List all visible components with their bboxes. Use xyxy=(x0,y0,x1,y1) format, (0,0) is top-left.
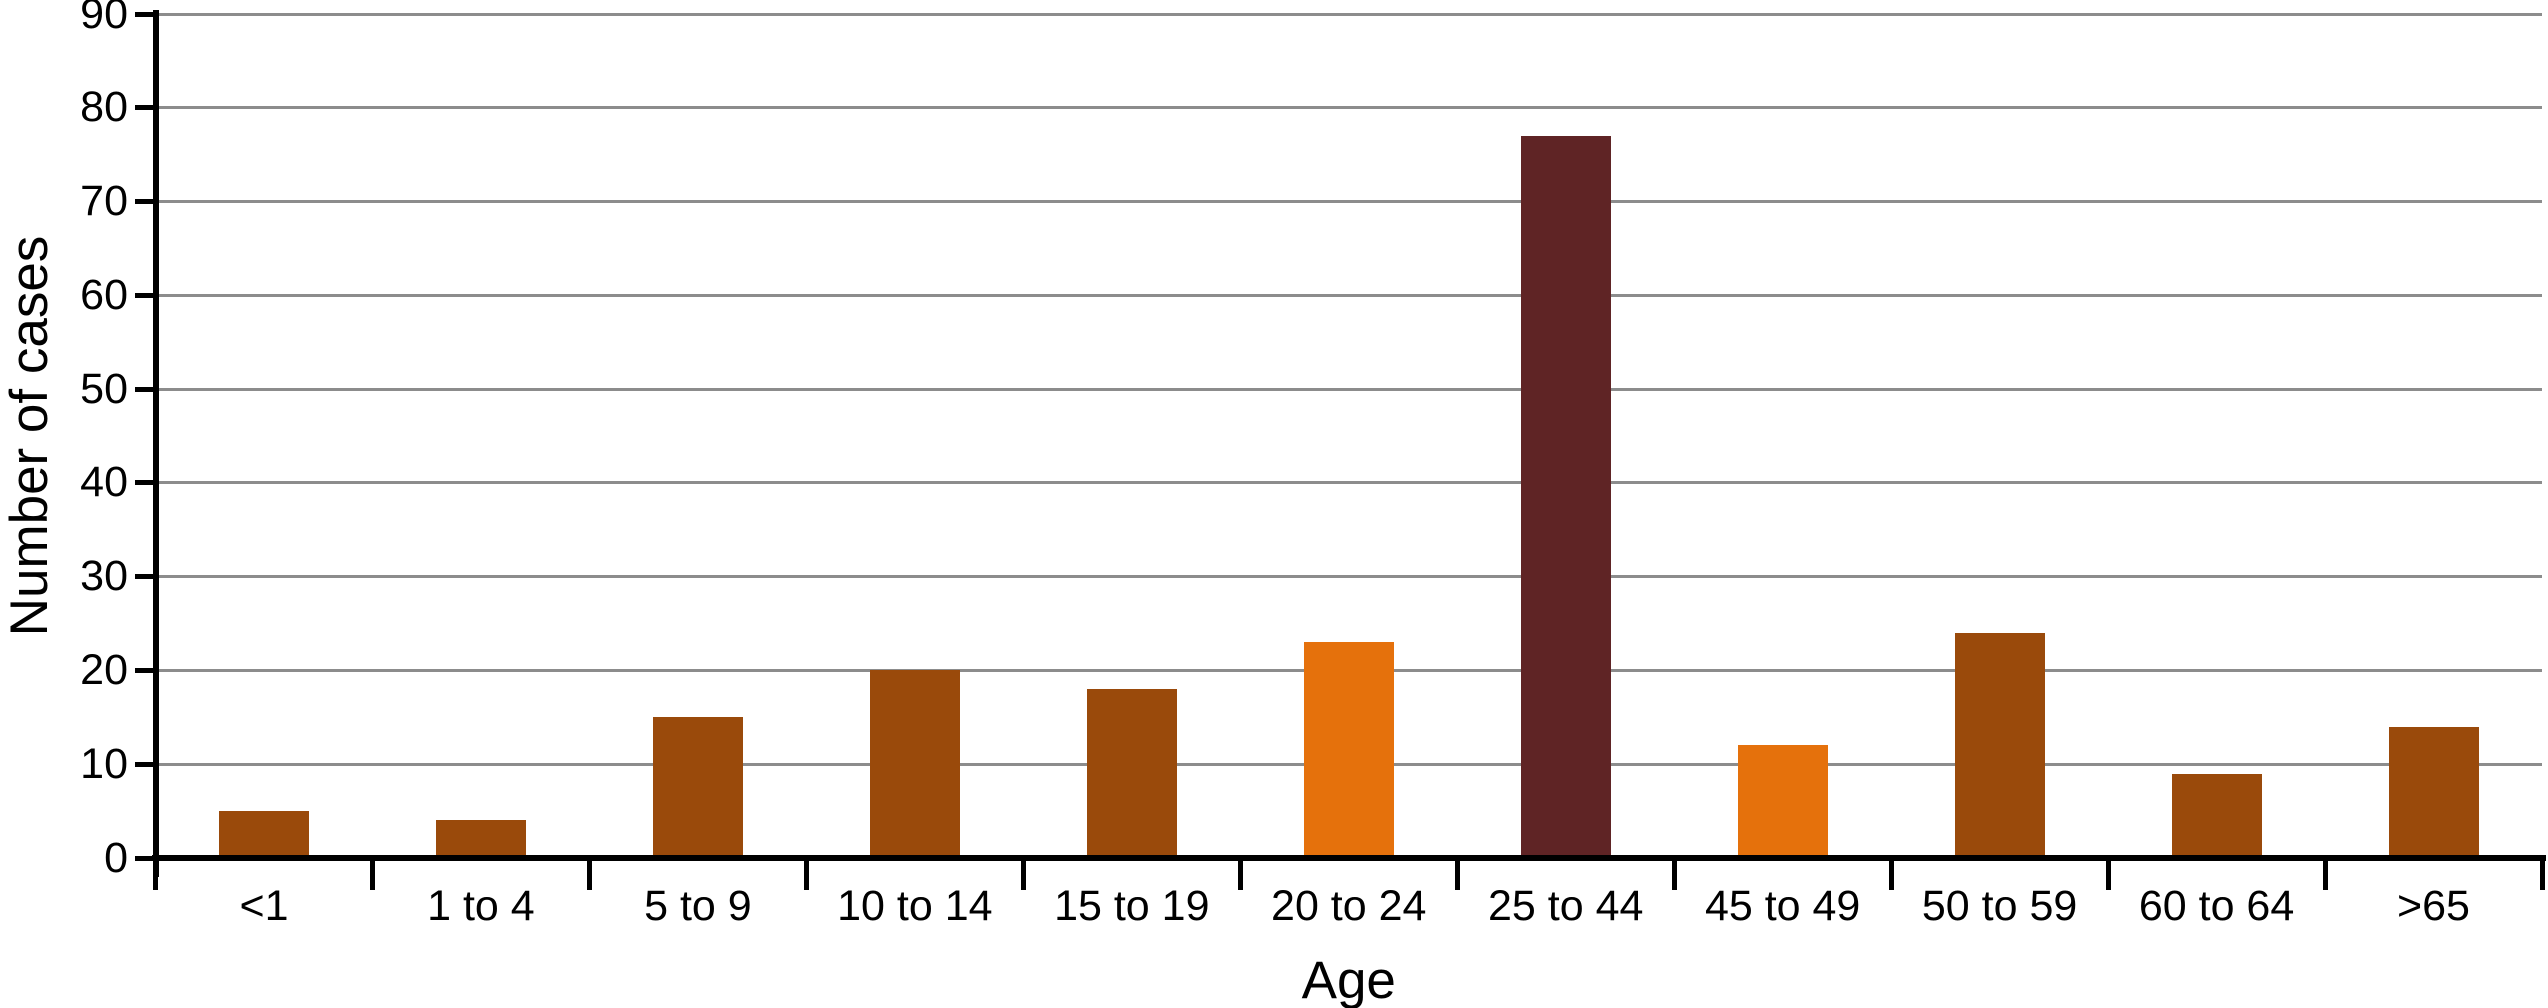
bar xyxy=(1086,689,1177,858)
x-axis-tick xyxy=(2322,858,2328,890)
x-axis-tick xyxy=(1020,858,1026,890)
y-axis-tick xyxy=(135,574,155,580)
y-tick-label: 40 xyxy=(80,458,128,507)
x-axis-tick xyxy=(1237,858,1243,890)
x-tick-label: 50 to 59 xyxy=(1921,881,2078,930)
bar xyxy=(869,670,960,858)
gridline xyxy=(155,387,2542,391)
gridline xyxy=(155,293,2542,297)
y-axis-tick xyxy=(135,667,155,673)
x-axis-tick xyxy=(1671,858,1677,890)
x-axis-tick xyxy=(1454,858,1460,890)
y-axis-tick xyxy=(135,105,155,111)
x-tick-label: >65 xyxy=(2397,881,2470,930)
x-axis-title: Age xyxy=(1301,951,1396,1008)
y-tick-label: 80 xyxy=(80,83,128,132)
y-axis-line xyxy=(152,10,159,877)
x-axis-tick xyxy=(153,858,158,890)
y-axis-tick xyxy=(135,761,155,767)
y-tick-label: 0 xyxy=(104,833,128,882)
x-tick-label: 1 to 4 xyxy=(427,881,535,930)
y-axis-tick xyxy=(135,386,155,392)
x-tick-label: 15 to 19 xyxy=(1054,881,1210,930)
x-axis-tick xyxy=(803,858,809,890)
gridline xyxy=(155,575,2542,579)
x-axis-line xyxy=(152,855,2546,861)
bar xyxy=(2388,726,2479,858)
x-tick-label: 60 to 64 xyxy=(2138,881,2295,930)
x-axis-tick xyxy=(369,858,375,890)
y-tick-label: 30 xyxy=(80,552,128,601)
x-axis-tick xyxy=(2105,858,2111,890)
x-tick-label: 10 to 14 xyxy=(837,881,993,930)
x-tick-label: 45 to 49 xyxy=(1704,881,1861,930)
bar xyxy=(1737,745,1828,858)
y-tick-label: 90 xyxy=(80,0,128,38)
bar xyxy=(652,717,743,858)
x-axis-tick xyxy=(586,858,592,890)
y-tick-label: 60 xyxy=(80,270,128,319)
x-tick-label: 20 to 24 xyxy=(1271,881,1427,930)
bar xyxy=(1303,642,1394,858)
y-tick-label: 10 xyxy=(80,739,128,788)
bar xyxy=(435,820,526,858)
y-axis-tick xyxy=(135,855,155,861)
x-tick-label: 25 to 44 xyxy=(1487,881,1644,930)
x-axis-tick xyxy=(2539,858,2545,890)
y-axis-title: Number of cases xyxy=(0,235,59,637)
x-tick-label: <1 xyxy=(239,881,289,930)
y-tick-label: 70 xyxy=(80,177,128,226)
y-axis-tick xyxy=(135,292,155,298)
bar xyxy=(1520,135,1611,858)
x-tick-label: 5 to 9 xyxy=(644,881,752,930)
bar xyxy=(2171,773,2262,858)
gridline xyxy=(155,481,2542,485)
y-tick-label: 20 xyxy=(80,645,128,694)
y-tick-label: 50 xyxy=(80,364,128,413)
gridline xyxy=(155,106,2542,110)
bar xyxy=(218,811,309,858)
x-axis-tick xyxy=(1888,858,1894,890)
y-axis-tick xyxy=(135,480,155,486)
y-axis-tick xyxy=(135,199,155,205)
gridline xyxy=(155,200,2542,204)
bar xyxy=(1954,632,2045,858)
y-axis-tick xyxy=(135,11,155,17)
gridline xyxy=(155,12,2542,16)
